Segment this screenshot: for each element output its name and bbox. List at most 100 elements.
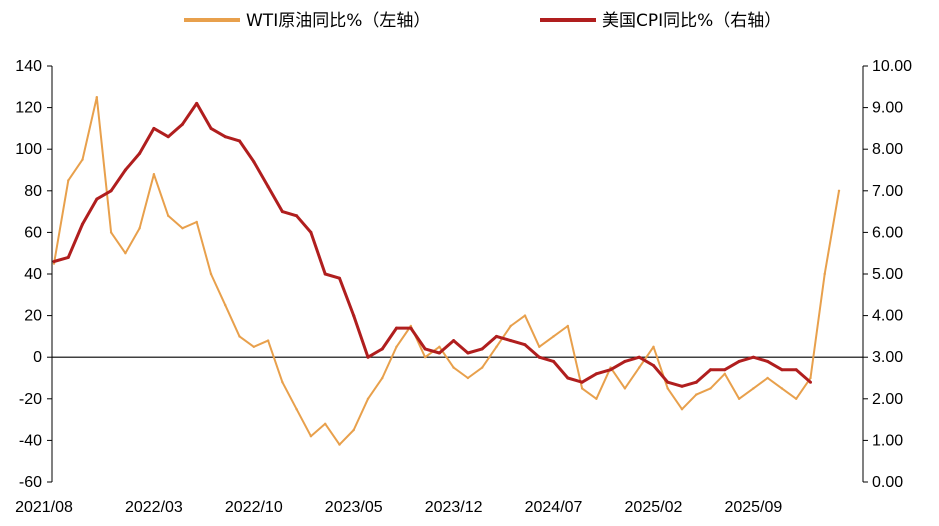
x-axis-tick-label: 2022/10 <box>225 499 283 516</box>
cpi-data-point <box>723 368 727 372</box>
wti-data-point <box>352 428 355 432</box>
cpi-data-point <box>280 210 284 214</box>
wti-data-point <box>552 335 555 338</box>
wti-data-point <box>752 387 755 390</box>
wti-data-point <box>695 393 698 396</box>
wti-data-point <box>224 304 227 307</box>
x-axis-tick-label: 2024/07 <box>525 499 583 516</box>
cpi-data-point <box>95 197 99 201</box>
cpi-data-point <box>766 359 770 363</box>
right-axis-tick-label: 7.00 <box>872 183 903 200</box>
cpi-data-point <box>109 189 113 193</box>
wti-data-point <box>109 231 113 234</box>
cpi-data-point <box>352 314 356 318</box>
wti-data-point <box>395 345 398 348</box>
wti-data-point <box>381 376 384 380</box>
cpi-data-point <box>552 359 555 363</box>
cpi-data-point <box>409 326 413 330</box>
wti-data-point <box>281 381 284 384</box>
wti-data-point <box>209 272 213 276</box>
wti-data-point <box>466 376 470 380</box>
cpi-data-point <box>252 160 256 164</box>
cpi-data-point <box>794 368 798 372</box>
axes <box>47 65 868 483</box>
cpi-data-point <box>652 364 655 367</box>
wti-data-point <box>809 376 812 380</box>
left-axis-tick-label: 80 <box>24 183 42 200</box>
wti-data-point <box>823 272 826 276</box>
wti-data-point <box>366 397 370 400</box>
wti-data-point <box>409 324 412 328</box>
wti-data-point <box>266 339 270 342</box>
cpi-data-point <box>780 368 784 372</box>
cpi-data-point <box>66 255 70 259</box>
right-axis-tick-label: 9.00 <box>872 100 903 117</box>
right-axis-tick-label: 1.00 <box>872 432 903 449</box>
x-axis-tick-label: 2025/09 <box>724 499 782 516</box>
wti-data-point <box>452 366 455 369</box>
cpi-data-point <box>580 380 584 384</box>
cpi-data-point <box>594 372 598 376</box>
right-axis-tick-label: 5.00 <box>872 266 903 283</box>
wti-data-point <box>438 345 441 348</box>
wti-data-point <box>81 158 84 161</box>
wti-data-point <box>238 335 241 338</box>
right-axis-tick-label: 0.00 <box>872 474 903 491</box>
wti-data-point <box>252 345 255 348</box>
wti-data-point <box>766 376 769 380</box>
cpi-data-point <box>537 355 541 359</box>
x-axis-tick-label: 2025/02 <box>625 499 683 516</box>
cpi-data-point <box>238 139 241 143</box>
cpi-data-point <box>295 214 299 218</box>
wti-data-point <box>167 214 170 217</box>
cpi-data-point <box>466 351 470 355</box>
cpi-data-point <box>309 230 313 234</box>
legend-wti-label: WTI原油同比%（左轴） <box>246 11 430 31</box>
wti-data-point <box>95 96 99 99</box>
wti-data-point <box>181 227 184 230</box>
cpi-data-point <box>366 355 370 359</box>
cpi-data-point <box>509 339 513 343</box>
right-axis-tick-label: 2.00 <box>872 391 903 408</box>
wti-data-point <box>423 356 427 359</box>
x-axis-tick-label: 2022/03 <box>125 499 183 516</box>
wti-data-point <box>195 220 198 224</box>
cpi-data-point <box>181 122 184 126</box>
cpi-data-point <box>609 368 613 372</box>
x-axis-tick-label: 2023/12 <box>425 499 483 516</box>
cpi-data-point <box>81 222 84 226</box>
cpi-data-point <box>152 126 156 130</box>
cpi-data-point <box>223 135 227 139</box>
cpi-data-point <box>380 347 384 351</box>
cpi-data-point <box>52 260 56 263</box>
wti-data-point <box>795 397 798 400</box>
left-axis-tick-label: 40 <box>24 266 42 283</box>
right-axis-tick-label: 3.00 <box>872 349 903 366</box>
cpi-data-point <box>437 351 441 355</box>
series-line-wti <box>53 96 840 446</box>
wti-data-point <box>509 324 512 328</box>
left-axis-tick-label: 20 <box>24 308 42 325</box>
cpi-data-point <box>809 380 812 384</box>
cpi-data-point <box>637 355 641 359</box>
wti-data-point <box>295 408 298 411</box>
right-axis-tick-label: 6.00 <box>872 224 903 241</box>
wti-data-point <box>138 227 141 230</box>
cpi-data-point <box>680 384 684 388</box>
cpi-data-point <box>694 380 698 384</box>
cpi-data-point <box>523 343 527 347</box>
series-layer <box>52 96 841 446</box>
right-axis-tick-label: 4.00 <box>872 308 903 325</box>
wti-data-point <box>523 314 527 317</box>
cpi-data-point <box>266 185 270 189</box>
x-axis-tick-label: 2023/05 <box>325 499 383 516</box>
wti-data-point <box>837 189 841 192</box>
wti-data-point <box>338 443 341 446</box>
cpi-data-point <box>123 168 127 172</box>
legend-cpi-label: 美国CPI同比%（右轴） <box>602 11 781 31</box>
left-axis-tick-label: -60 <box>19 474 42 491</box>
cpi-data-point <box>709 368 712 372</box>
cpi-data-point <box>666 380 670 384</box>
wti-data-point <box>309 435 313 438</box>
